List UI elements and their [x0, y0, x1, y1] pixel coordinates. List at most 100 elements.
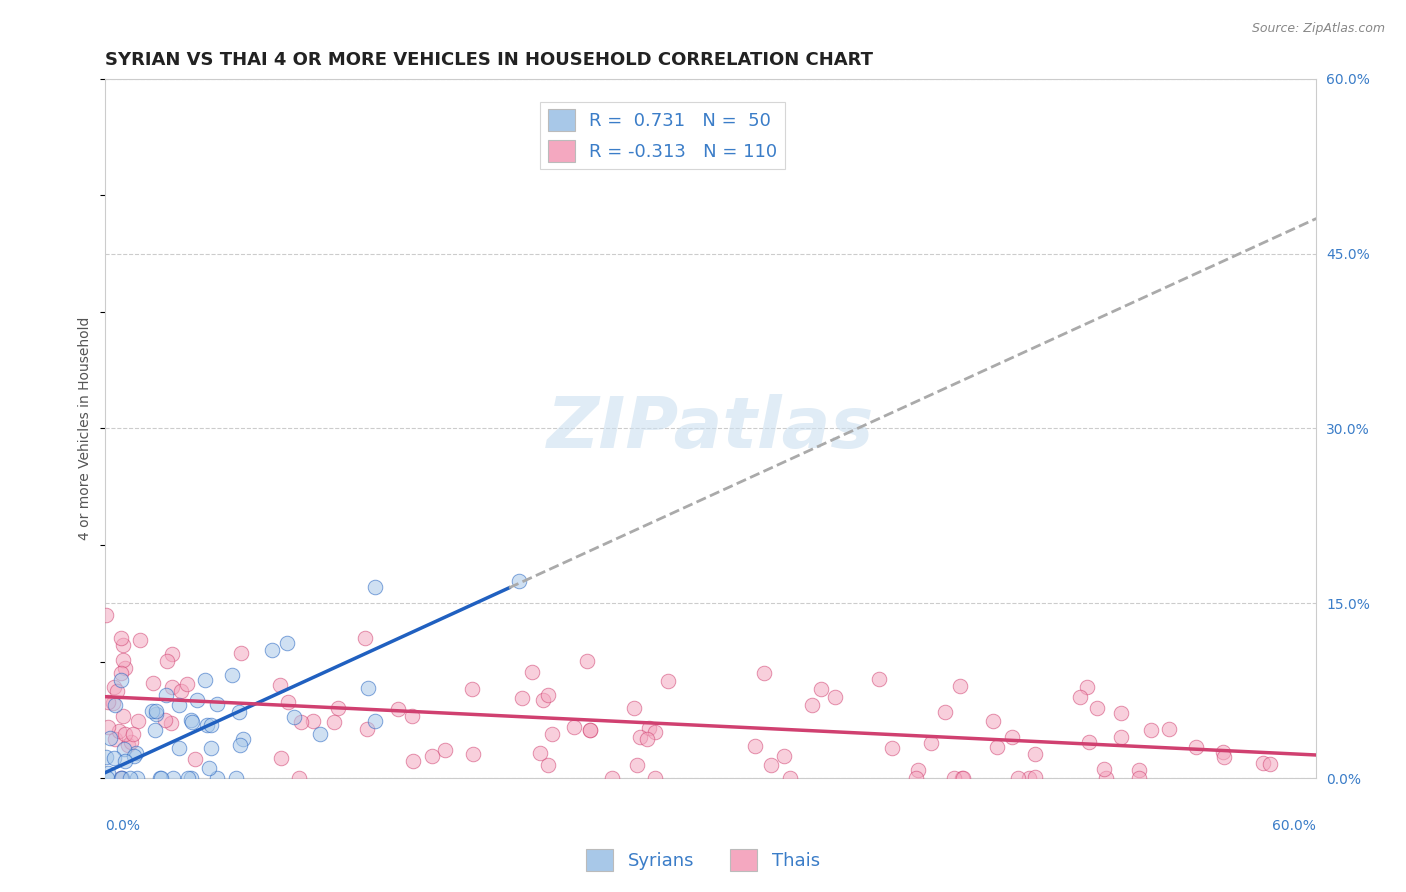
Point [111, 772, 134, 786]
Point [508, 574, 530, 588]
Point [1085, 701, 1108, 715]
Point [1212, 745, 1234, 759]
Point [125, 746, 148, 760]
Point [110, 631, 132, 645]
Point [657, 674, 679, 689]
Point [387, 702, 409, 716]
Point [308, 726, 330, 740]
Point [225, 772, 247, 786]
Point [772, 748, 794, 763]
Point [114, 754, 136, 768]
Point [626, 758, 648, 772]
Point [288, 772, 311, 786]
Point [122, 749, 145, 764]
Point [801, 698, 824, 712]
Point [149, 772, 172, 786]
Text: Source: ZipAtlas.com: Source: ZipAtlas.com [1251, 22, 1385, 36]
Point [623, 701, 645, 715]
Point [180, 713, 202, 727]
Point [122, 727, 145, 741]
Point [160, 680, 183, 694]
Point [176, 677, 198, 691]
Point [120, 735, 142, 749]
Point [537, 688, 560, 702]
Point [97, 695, 120, 709]
Point [127, 772, 149, 786]
Point [422, 748, 444, 763]
Legend: R =  0.731   N =  50, R = -0.313   N = 110: R = 0.731 N = 50, R = -0.313 N = 110 [540, 102, 785, 169]
Point [920, 736, 942, 750]
Point [575, 654, 598, 668]
Point [94, 607, 117, 622]
Point [105, 683, 128, 698]
Point [111, 653, 134, 667]
Point [357, 681, 380, 695]
Point [744, 739, 766, 753]
Point [907, 764, 929, 778]
Point [205, 697, 228, 711]
Point [177, 772, 200, 786]
Point [112, 741, 135, 756]
Point [142, 676, 165, 690]
Point [1111, 730, 1133, 744]
Point [110, 665, 132, 680]
Point [950, 772, 973, 786]
Point [579, 723, 602, 737]
Point [200, 717, 222, 731]
Point [155, 688, 177, 702]
Point [98, 731, 121, 746]
Point [112, 708, 135, 723]
Point [110, 673, 132, 687]
Point [510, 690, 533, 705]
Point [145, 706, 167, 721]
Point [952, 772, 974, 786]
Point [868, 672, 890, 686]
Point [103, 698, 125, 713]
Point [520, 665, 543, 679]
Point [198, 761, 221, 775]
Point [110, 772, 132, 786]
Point [180, 714, 202, 729]
Point [779, 772, 801, 786]
Point [159, 716, 181, 731]
Point [153, 713, 176, 727]
Point [1094, 772, 1116, 786]
Point [1024, 747, 1046, 761]
Point [156, 654, 179, 668]
Point [644, 772, 666, 786]
Point [322, 714, 344, 729]
Point [1024, 770, 1046, 784]
Point [460, 681, 482, 696]
Point [943, 772, 966, 786]
Point [986, 740, 1008, 755]
Text: 0.0%: 0.0% [105, 819, 141, 833]
Point [205, 772, 228, 786]
Point [364, 714, 387, 728]
Point [934, 706, 956, 720]
Point [114, 661, 136, 675]
Point [1018, 772, 1040, 786]
Point [194, 673, 217, 687]
Point [129, 632, 152, 647]
Point [143, 723, 166, 737]
Point [636, 731, 658, 746]
Point [1253, 756, 1275, 770]
Point [283, 709, 305, 723]
Point [628, 730, 651, 744]
Point [824, 690, 846, 704]
Legend: Syrians, Thais: Syrians, Thais [579, 842, 827, 879]
Point [118, 772, 141, 786]
Point [401, 709, 423, 723]
Point [229, 646, 252, 660]
Point [232, 731, 254, 746]
Point [170, 683, 193, 698]
Point [103, 751, 125, 765]
Point [160, 647, 183, 661]
Point [810, 682, 832, 697]
Point [564, 720, 586, 734]
Point [162, 772, 184, 786]
Point [221, 668, 243, 682]
Point [112, 638, 135, 652]
Point [110, 772, 132, 786]
Point [1260, 756, 1282, 771]
